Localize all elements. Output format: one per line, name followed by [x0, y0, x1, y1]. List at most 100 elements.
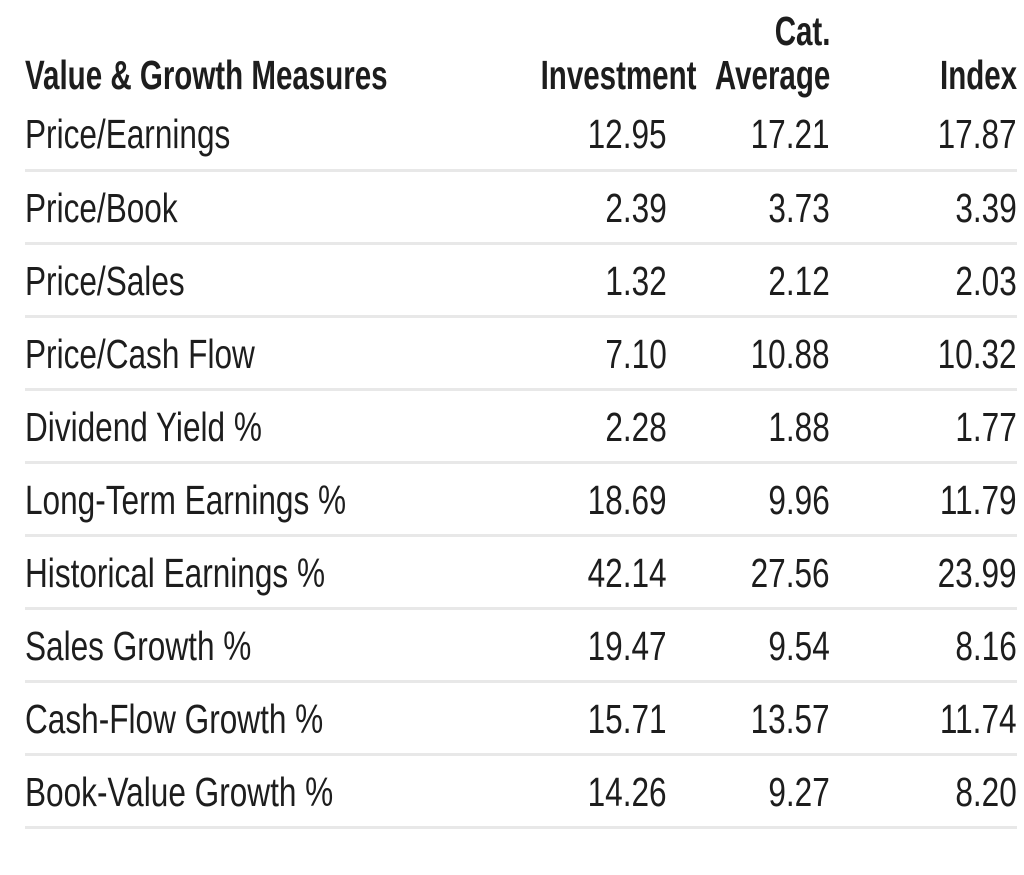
- cat-average-value: 3.73: [768, 185, 830, 231]
- index-cell: 11.74: [830, 681, 1017, 754]
- table-row: Long-Term Earnings % 18.69 9.96 11.79: [25, 462, 1017, 535]
- cat-average-cell: 9.54: [667, 608, 830, 681]
- investment-value: 7.10: [605, 331, 667, 377]
- investment-cell: 2.39: [480, 170, 667, 243]
- measure-cell: Historical Earnings %: [25, 535, 480, 608]
- measure-label: Historical Earnings %: [25, 550, 326, 596]
- table-row: Cash-Flow Growth % 15.71 13.57 11.74: [25, 681, 1017, 754]
- cat-average-cell: 1.88: [667, 389, 830, 462]
- column-header-measures: Value & Growth Measures: [25, 0, 480, 97]
- table-row: Book-Value Growth % 14.26 9.27 8.20: [25, 754, 1017, 827]
- index-value: 2.03: [955, 258, 1017, 304]
- investment-cell: 42.14: [480, 535, 667, 608]
- investment-cell: 19.47: [480, 608, 667, 681]
- measure-cell: Price/Earnings: [25, 97, 480, 170]
- investment-value: 42.14: [587, 550, 667, 596]
- index-value: 8.20: [955, 769, 1017, 815]
- index-value: 11.74: [940, 696, 1017, 742]
- column-header-measures-label: Value & Growth Measures: [25, 52, 388, 98]
- measure-cell: Long-Term Earnings %: [25, 462, 480, 535]
- table-row: Sales Growth % 19.47 9.54 8.16: [25, 608, 1017, 681]
- measure-cell: Sales Growth %: [25, 608, 480, 681]
- table-row: Price/Cash Flow 7.10 10.88 10.32: [25, 316, 1017, 389]
- measure-label: Book-Value Growth %: [25, 769, 334, 815]
- measure-label: Price/Earnings: [25, 111, 231, 158]
- cat-average-value: 2.12: [768, 258, 830, 304]
- cat-average-value: 27.56: [750, 550, 830, 596]
- cat-average-value: 10.88: [750, 331, 830, 377]
- index-value: 8.16: [955, 623, 1017, 669]
- column-header-cat-label: Cat.: [774, 8, 830, 54]
- table-row: Price/Sales 1.32 2.12 2.03: [25, 243, 1017, 316]
- table-row: Historical Earnings % 42.14 27.56 23.99: [25, 535, 1017, 608]
- table-row: Dividend Yield % 2.28 1.88 1.77: [25, 389, 1017, 462]
- cat-average-cell: 27.56: [667, 535, 830, 608]
- index-cell: 2.03: [830, 243, 1017, 316]
- index-cell: 23.99: [830, 535, 1017, 608]
- measure-label: Price/Book: [25, 185, 178, 231]
- investment-value: 12.95: [587, 111, 667, 158]
- index-value: 11.79: [940, 477, 1017, 523]
- column-header-index: Index: [830, 0, 1017, 97]
- measure-label: Long-Term Earnings %: [25, 477, 347, 523]
- index-cell: 11.79: [830, 462, 1017, 535]
- investment-cell: 18.69: [480, 462, 667, 535]
- investment-value: 2.28: [605, 404, 667, 450]
- measure-label: Price/Cash Flow: [25, 331, 255, 377]
- index-cell: 1.77: [830, 389, 1017, 462]
- investment-value: 1.32: [605, 258, 667, 304]
- measure-cell: Book-Value Growth %: [25, 754, 480, 827]
- investment-cell: 15.71: [480, 681, 667, 754]
- measure-cell: Price/Book: [25, 170, 480, 243]
- cat-average-value: 9.27: [768, 769, 830, 815]
- cat-average-cell: 17.21: [667, 97, 830, 170]
- measure-cell: Cash-Flow Growth %: [25, 681, 480, 754]
- measure-label: Cash-Flow Growth %: [25, 696, 324, 742]
- index-value: 23.99: [937, 550, 1017, 596]
- cat-average-value: 1.88: [768, 404, 830, 450]
- index-value: 10.32: [937, 331, 1017, 377]
- value-growth-measures-table: Value & Growth Measures Investment Cat. …: [25, 0, 1017, 829]
- investment-value: 2.39: [605, 185, 667, 231]
- value-growth-table-container: Value & Growth Measures Investment Cat. …: [25, 0, 1017, 829]
- index-cell: 8.20: [830, 754, 1017, 827]
- measure-cell: Price/Cash Flow: [25, 316, 480, 389]
- cat-average-cell: 10.88: [667, 316, 830, 389]
- index-cell: 17.87: [830, 97, 1017, 170]
- investment-cell: 7.10: [480, 316, 667, 389]
- column-header-investment: Investment: [480, 0, 697, 97]
- index-cell: 10.32: [830, 316, 1017, 389]
- investment-cell: 1.32: [480, 243, 667, 316]
- cat-average-cell: 9.96: [667, 462, 830, 535]
- cat-average-cell: 2.12: [667, 243, 830, 316]
- measure-cell: Price/Sales: [25, 243, 480, 316]
- investment-value: 14.26: [587, 769, 667, 815]
- cat-average-value: 17.21: [750, 111, 830, 158]
- column-header-index-label: Index: [939, 52, 1017, 98]
- cat-average-value: 9.54: [768, 623, 830, 669]
- measure-label: Sales Growth %: [25, 623, 252, 669]
- table-body: Price/Earnings 12.95 17.21 17.87 Price/B…: [25, 97, 1017, 827]
- investment-cell: 14.26: [480, 754, 667, 827]
- investment-value: 15.71: [587, 696, 667, 742]
- column-header-average-label: Average: [714, 52, 830, 98]
- table-row: Price/Earnings 12.95 17.21 17.87: [25, 97, 1017, 170]
- column-header-investment-label: Investment: [540, 52, 697, 98]
- index-value: 3.39: [955, 185, 1017, 231]
- index-cell: 3.39: [830, 170, 1017, 243]
- investment-value: 19.47: [587, 623, 667, 669]
- cat-average-cell: 13.57: [667, 681, 830, 754]
- table-header-row: Value & Growth Measures Investment Cat. …: [25, 0, 1017, 97]
- column-header-cat-average: Cat. Average: [667, 0, 830, 97]
- cat-average-cell: 9.27: [667, 754, 830, 827]
- measure-label: Dividend Yield %: [25, 404, 262, 450]
- investment-cell: 2.28: [480, 389, 667, 462]
- measure-cell: Dividend Yield %: [25, 389, 480, 462]
- cat-average-value: 13.57: [750, 696, 830, 742]
- index-cell: 8.16: [830, 608, 1017, 681]
- index-value: 1.77: [955, 404, 1017, 450]
- investment-cell: 12.95: [480, 97, 667, 170]
- investment-value: 18.69: [587, 477, 667, 523]
- index-value: 17.87: [937, 111, 1017, 158]
